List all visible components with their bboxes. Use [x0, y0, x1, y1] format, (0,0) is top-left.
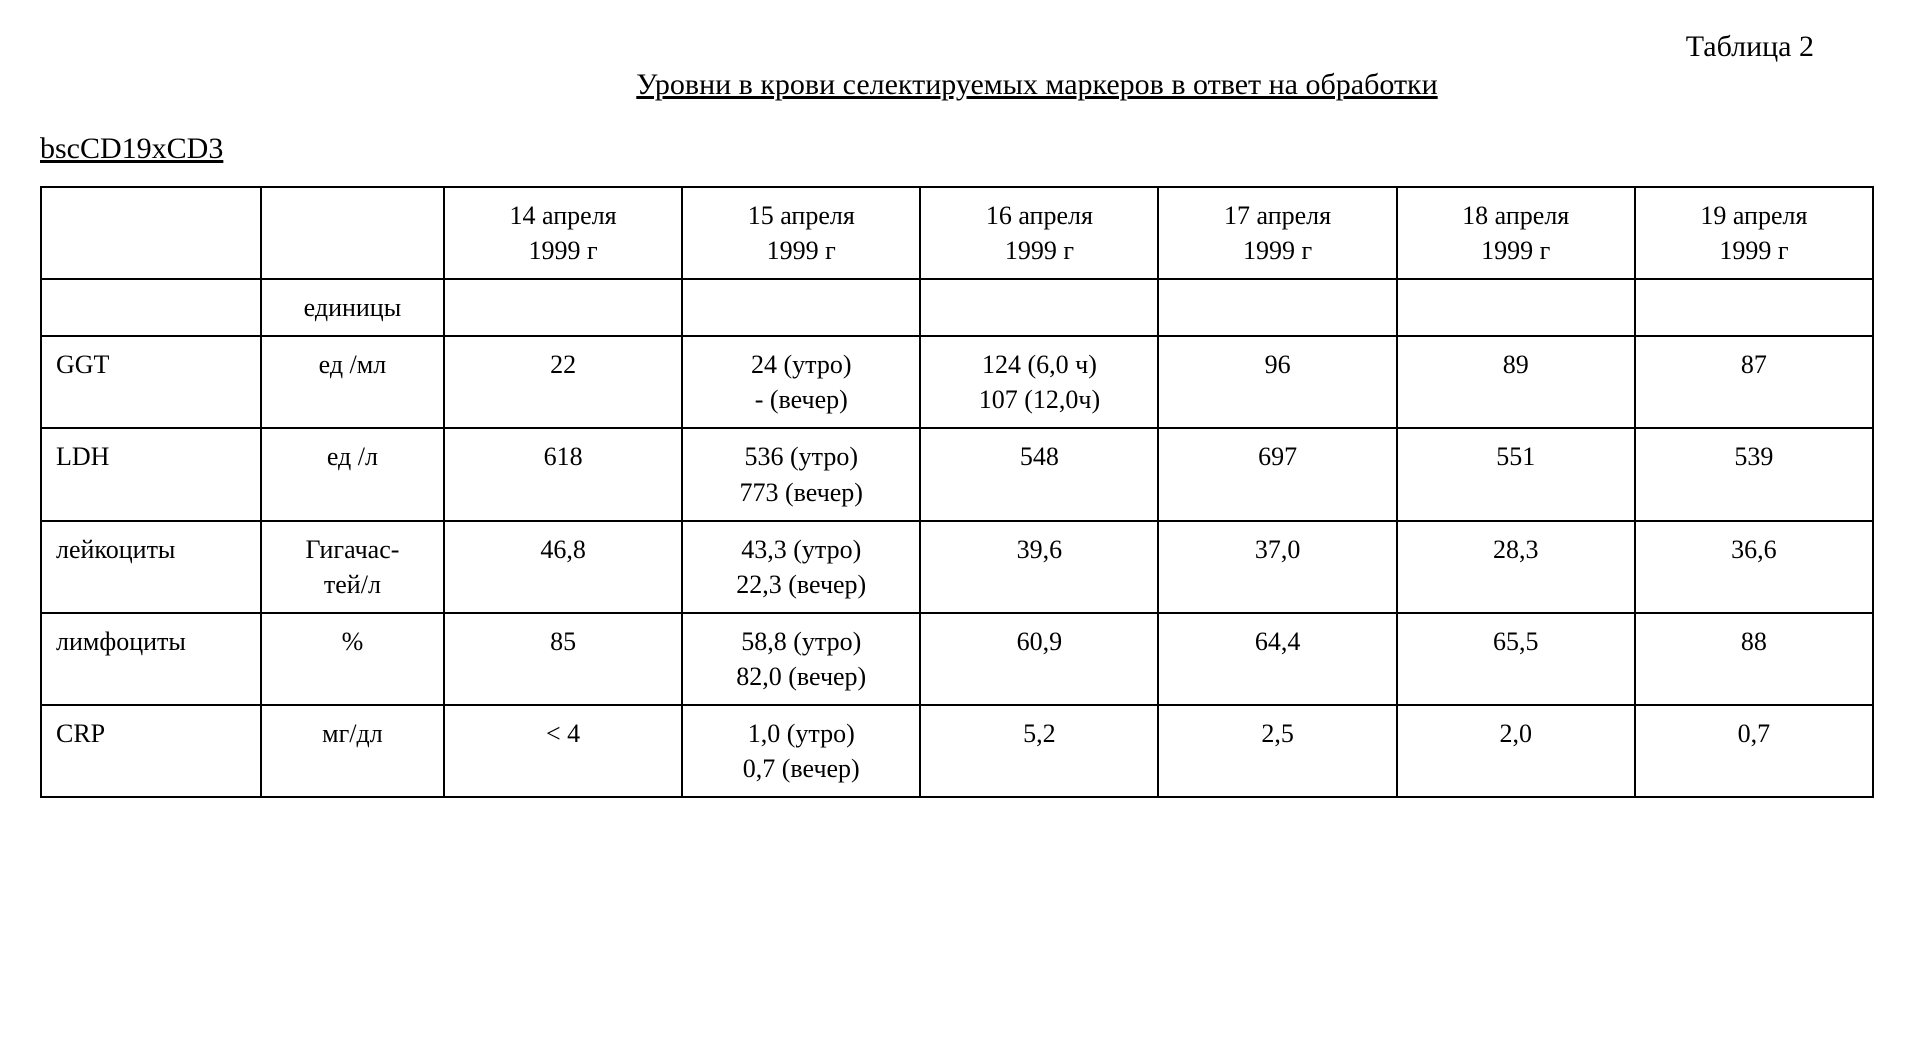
cell: 551	[1397, 428, 1635, 520]
param-unit: мг/дл	[261, 705, 444, 797]
cell: 2,5	[1158, 705, 1396, 797]
cell: 46,8	[444, 521, 682, 613]
cell: 37,0	[1158, 521, 1396, 613]
header-date-2: 16 апреля 1999 г	[920, 187, 1158, 279]
table-row: лейкоциты Гигачас- тей/л 46,8 43,3 (утро…	[41, 521, 1873, 613]
param-name: CRP	[41, 705, 261, 797]
header-units: единицы	[261, 279, 444, 336]
cell: 24 (утро) - (вечер)	[682, 336, 920, 428]
cell: 58,8 (утро) 82,0 (вечер)	[682, 613, 920, 705]
param-name: GGT	[41, 336, 261, 428]
header-blank-3	[41, 279, 261, 336]
cell: 88	[1635, 613, 1873, 705]
table-number-label: Таблица 2	[40, 30, 1814, 64]
header-blank-d1	[682, 279, 920, 336]
param-name: LDH	[41, 428, 261, 520]
cell: 124 (6,0 ч) 107 (12,0ч)	[920, 336, 1158, 428]
cell: 36,6	[1635, 521, 1873, 613]
table-row: LDH ед /л 618 536 (утро) 773 (вечер) 548…	[41, 428, 1873, 520]
cell: 43,3 (утро) 22,3 (вечер)	[682, 521, 920, 613]
cell: 536 (утро) 773 (вечер)	[682, 428, 920, 520]
header-blank-2	[261, 187, 444, 279]
cell: < 4	[444, 705, 682, 797]
cell: 1,0 (утро) 0,7 (вечер)	[682, 705, 920, 797]
header-date-0: 14 апреля 1999 г	[444, 187, 682, 279]
page-title: Уровни в крови селектируемых маркеров в …	[260, 68, 1814, 102]
param-name: лимфоциты	[41, 613, 261, 705]
cell: 89	[1397, 336, 1635, 428]
header-blank-d0	[444, 279, 682, 336]
cell: 65,5	[1397, 613, 1635, 705]
header-date-1: 15 апреля 1999 г	[682, 187, 920, 279]
header-date-5: 19 апреля 1999 г	[1635, 187, 1873, 279]
cell: 618	[444, 428, 682, 520]
cell: 28,3	[1397, 521, 1635, 613]
cell: 87	[1635, 336, 1873, 428]
cell: 539	[1635, 428, 1873, 520]
header-blank-d4	[1397, 279, 1635, 336]
table-row: лимфоциты % 85 58,8 (утро) 82,0 (вечер) …	[41, 613, 1873, 705]
markers-table: 14 апреля 1999 г 15 апреля 1999 г 16 апр…	[40, 186, 1874, 798]
cell: 22	[444, 336, 682, 428]
param-unit: ед /мл	[261, 336, 444, 428]
cell: 0,7	[1635, 705, 1873, 797]
header-date-4: 18 апреля 1999 г	[1397, 187, 1635, 279]
header-blank-d3	[1158, 279, 1396, 336]
param-unit: %	[261, 613, 444, 705]
table-header-row-units: единицы	[41, 279, 1873, 336]
table-row: GGT ед /мл 22 24 (утро) - (вечер) 124 (6…	[41, 336, 1873, 428]
table-row: CRP мг/дл < 4 1,0 (утро) 0,7 (вечер) 5,2…	[41, 705, 1873, 797]
cell: 5,2	[920, 705, 1158, 797]
header-blank-1	[41, 187, 261, 279]
cell: 2,0	[1397, 705, 1635, 797]
param-unit: ед /л	[261, 428, 444, 520]
cell: 697	[1158, 428, 1396, 520]
cell: 548	[920, 428, 1158, 520]
cell: 85	[444, 613, 682, 705]
table-header-row-dates: 14 апреля 1999 г 15 апреля 1999 г 16 апр…	[41, 187, 1873, 279]
param-name: лейкоциты	[41, 521, 261, 613]
subtitle: bscCD19xCD3	[40, 132, 1874, 166]
param-unit: Гигачас- тей/л	[261, 521, 444, 613]
cell: 96	[1158, 336, 1396, 428]
header-blank-d2	[920, 279, 1158, 336]
header-date-3: 17 апреля 1999 г	[1158, 187, 1396, 279]
cell: 39,6	[920, 521, 1158, 613]
cell: 60,9	[920, 613, 1158, 705]
header-blank-d5	[1635, 279, 1873, 336]
cell: 64,4	[1158, 613, 1396, 705]
